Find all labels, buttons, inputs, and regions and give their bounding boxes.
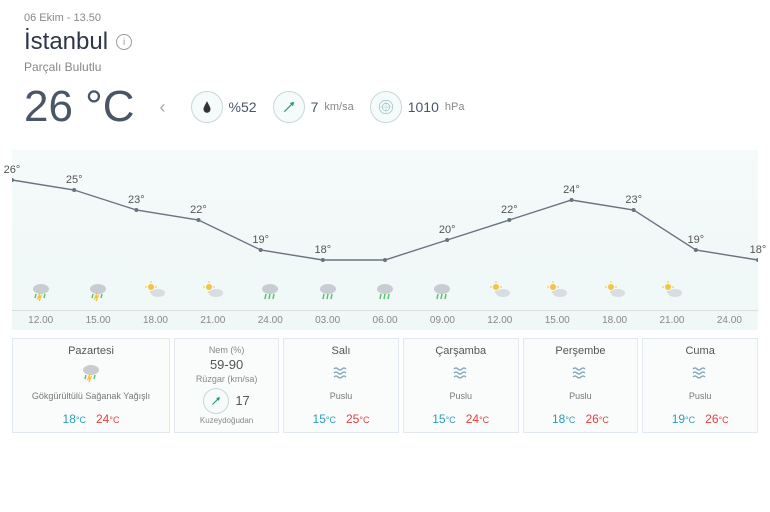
day-condition: Puslu bbox=[569, 387, 592, 407]
temp-low: 15°C bbox=[432, 412, 455, 426]
day-condition: Gökgürültülü Sağanak Yağışlı bbox=[32, 387, 150, 407]
day-name: Perşembe bbox=[555, 345, 605, 357]
day-name: Salı bbox=[332, 345, 351, 357]
hour-weather-icon bbox=[184, 280, 241, 302]
day-name: Çarşamba bbox=[435, 345, 486, 357]
hour-tick: 12.00 bbox=[12, 311, 69, 326]
temp-low: 15°C bbox=[313, 412, 336, 426]
humidity-label: Nem (%) bbox=[209, 345, 245, 355]
day-name: Cuma bbox=[685, 345, 714, 357]
temp-high: 24°C bbox=[466, 412, 489, 426]
temp-point-label: 18° bbox=[315, 244, 332, 256]
temp-low: 19°C bbox=[672, 412, 695, 426]
hour-tick: 18.00 bbox=[127, 311, 184, 326]
pressure-metric: 1010 hPa bbox=[370, 91, 465, 123]
temp-point-label: 26° bbox=[4, 164, 21, 176]
temp-point-label: 22° bbox=[501, 204, 518, 216]
hour-weather-icon bbox=[127, 280, 184, 302]
day-name: Pazartesi bbox=[68, 345, 114, 357]
temp-point-label: 19° bbox=[688, 234, 705, 246]
hour-weather-icon bbox=[414, 280, 471, 302]
temp-point-label: 20° bbox=[439, 224, 456, 236]
day-condition: Puslu bbox=[689, 387, 712, 407]
current-temp: 26 °C bbox=[24, 82, 135, 132]
wind-direction-icon bbox=[203, 388, 229, 414]
day-condition: Puslu bbox=[449, 387, 472, 407]
day-card[interactable]: Salı Puslu 15°C 25°C bbox=[283, 338, 399, 433]
hour-weather-icon bbox=[643, 280, 700, 302]
info-icon[interactable]: i bbox=[116, 34, 132, 50]
wind-speed-value: 17 bbox=[235, 393, 249, 408]
temp-point-label: 23° bbox=[128, 194, 145, 206]
hour-tick: 21.00 bbox=[184, 311, 241, 326]
humidity-range: 59-90 bbox=[210, 357, 243, 372]
hour-weather-icon bbox=[471, 280, 528, 302]
temp-high: 24°C bbox=[96, 412, 119, 426]
wind-unit: km/sa bbox=[324, 101, 353, 113]
pressure-unit: hPa bbox=[445, 101, 465, 113]
day-card[interactable]: Çarşamba Puslu 15°C 24°C bbox=[403, 338, 519, 433]
droplet-icon bbox=[191, 91, 223, 123]
temp-point-label: 25° bbox=[66, 174, 83, 186]
temp-point-label: 19° bbox=[252, 234, 269, 246]
wind-direction: Kuzeydoğudan bbox=[200, 416, 253, 425]
humidity-wind-card: Nem (%) 59-90 Rüzgar (km/sa) 17 Kuzeydoğ… bbox=[174, 338, 279, 433]
temp-low: 18°C bbox=[552, 412, 575, 426]
pressure-icon bbox=[370, 91, 402, 123]
weather-icon bbox=[450, 360, 472, 384]
weather-icon bbox=[569, 360, 591, 384]
weather-icon bbox=[80, 360, 102, 384]
wind-arrow-icon bbox=[273, 91, 305, 123]
day-card[interactable]: Perşembe Puslu 18°C 26°C bbox=[523, 338, 639, 433]
hour-tick: 24.00 bbox=[242, 311, 299, 326]
hour-weather-icon bbox=[586, 280, 643, 302]
wind-metric: 7 km/sa bbox=[273, 91, 354, 123]
humidity-metric: %52 bbox=[191, 91, 257, 123]
temp-point-label: 18° bbox=[750, 244, 767, 256]
hour-weather-icon bbox=[69, 280, 126, 302]
hour-weather-icon bbox=[701, 280, 758, 302]
hour-tick: 15.00 bbox=[529, 311, 586, 326]
wind-label: Rüzgar (km/sa) bbox=[196, 374, 258, 384]
hour-weather-icon bbox=[356, 280, 413, 302]
hour-tick: 03.00 bbox=[299, 311, 356, 326]
temp-point-label: 22° bbox=[190, 204, 207, 216]
hour-tick: 12.00 bbox=[471, 311, 528, 326]
hour-tick: 06.00 bbox=[356, 311, 413, 326]
current-condition: Parçalı Bulutlu bbox=[24, 60, 746, 74]
temp-high: 25°C bbox=[346, 412, 369, 426]
pressure-value: 1010 bbox=[408, 99, 439, 115]
hour-weather-icon bbox=[242, 280, 299, 302]
temp-point-label: 24° bbox=[563, 184, 580, 196]
day-card-today[interactable]: Pazartesi Gökgürültülü Sağanak Yağışlı 1… bbox=[12, 338, 170, 433]
humidity-value: %52 bbox=[229, 99, 257, 115]
hour-tick: 24.00 bbox=[701, 311, 758, 326]
day-condition: Puslu bbox=[330, 387, 353, 407]
hour-tick: 21.00 bbox=[643, 311, 700, 326]
temp-low: 18°C bbox=[63, 412, 86, 426]
hour-weather-icon bbox=[529, 280, 586, 302]
forecast-days: Pazartesi Gökgürültülü Sağanak Yağışlı 1… bbox=[12, 338, 758, 433]
temp-point-label: 23° bbox=[625, 194, 642, 206]
city-name: İstanbul bbox=[24, 28, 108, 56]
hour-weather-icon bbox=[12, 280, 69, 302]
temp-high: 26°C bbox=[705, 412, 728, 426]
weather-icon bbox=[330, 360, 352, 384]
hour-tick: 18.00 bbox=[586, 311, 643, 326]
datetime: 06 Ekim - 13.50 bbox=[24, 12, 746, 24]
day-card[interactable]: Cuma Puslu 19°C 26°C bbox=[642, 338, 758, 433]
wind-speed: 7 bbox=[311, 99, 319, 115]
hourly-chart: 26°25°23°22°19°18°20°22°24°23°19°18° 12.… bbox=[12, 150, 758, 330]
chevron-left-icon[interactable]: ‹ bbox=[151, 85, 175, 129]
hour-tick: 15.00 bbox=[69, 311, 126, 326]
hour-tick: 09.00 bbox=[414, 311, 471, 326]
hour-weather-icon bbox=[299, 280, 356, 302]
temp-high: 26°C bbox=[585, 412, 608, 426]
weather-icon bbox=[689, 360, 711, 384]
